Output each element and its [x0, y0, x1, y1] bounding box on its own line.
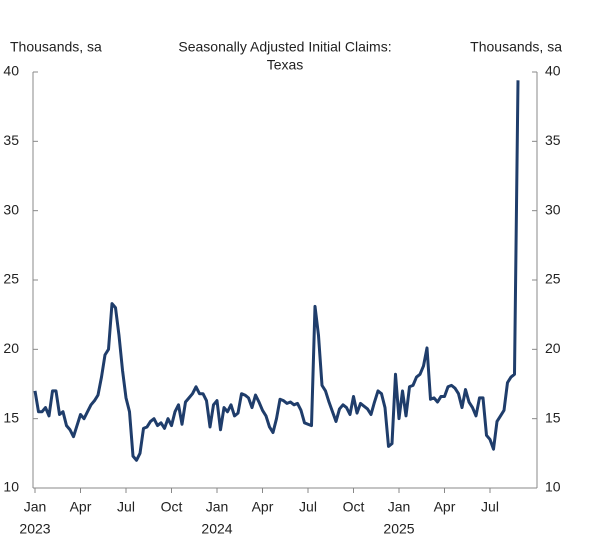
y-tick-label: 15 [3, 409, 19, 425]
y2-axis-label: Thousands, sa [470, 39, 562, 55]
x-tick-label: Jul [481, 499, 499, 515]
y-tick-label: 10 [3, 479, 19, 495]
series-line [33, 80, 520, 462]
x-year-label: 2025 [383, 521, 414, 537]
x-tick-label: Jan [388, 499, 411, 515]
chart-title: Texas [267, 57, 304, 73]
y2-tick-label: 15 [545, 409, 561, 425]
x-tick-label: Jan [206, 499, 229, 515]
x-tick-label: Oct [343, 499, 365, 515]
y-axis-label: Thousands, sa [10, 39, 102, 55]
x-year-label: 2024 [201, 521, 232, 537]
x-tick-label: Apr [434, 499, 456, 515]
chart-title: Seasonally Adjusted Initial Claims: [178, 39, 391, 55]
y2-tick-label: 10 [545, 479, 561, 495]
y2-tick-label: 30 [545, 201, 561, 217]
y-tick-label: 35 [3, 132, 19, 148]
y2-tick-label: 20 [545, 340, 561, 356]
y-tick-label: 40 [3, 63, 19, 79]
y2-tick-label: 25 [545, 271, 561, 287]
y-tick-label: 25 [3, 271, 19, 287]
y2-tick-label: 40 [545, 63, 561, 79]
x-tick-label: Jan [24, 499, 47, 515]
x-tick-label: Apr [70, 499, 92, 515]
x-tick-label: Jul [117, 499, 135, 515]
x-tick-label: Apr [252, 499, 274, 515]
x-tick-label: Oct [161, 499, 183, 515]
y-tick-label: 30 [3, 201, 19, 217]
x-year-label: 2023 [19, 521, 50, 537]
x-tick-label: Jul [299, 499, 317, 515]
y-tick-label: 20 [3, 340, 19, 356]
y2-tick-label: 35 [545, 132, 561, 148]
